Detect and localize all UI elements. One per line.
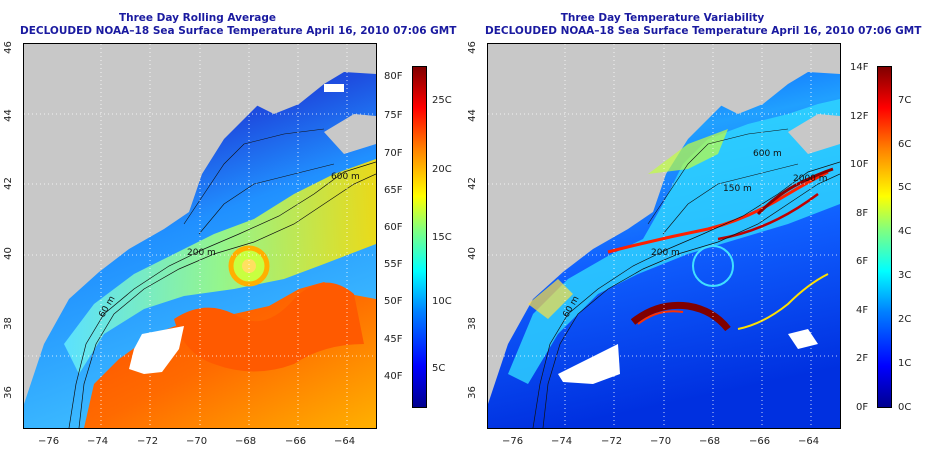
right-colorbar-f-label: 8F [856,208,869,219]
left-colorbar-f-label: 55F [384,259,403,270]
left-panel-title: Three Day Rolling Average [118,12,277,24]
left-colorbar-c-label: 10C [432,296,452,307]
right-colorbar-f-label: 4F [856,305,869,316]
right-contour-label-2000m: 2000 m [793,174,828,184]
left-y-tick: 40 [2,247,14,260]
left-y-tick: 36 [2,386,14,399]
left-y-tick: 42 [2,177,14,190]
left-x-tick: −70 [186,436,208,447]
right-x-tick: −70 [650,436,672,447]
left-x-tick: −68 [235,436,257,447]
left-contour-label-200m: 200 m [187,248,216,258]
right-variability-map[interactable]: 200 m 60 m 600 m 2000 m 150 m [487,43,841,429]
left-colorbar-f-label: 65F [384,185,403,196]
left-x-tick: −66 [285,436,307,447]
right-y-tick: 36 [466,386,478,399]
right-map-svg [488,44,840,428]
right-colorbar-f-label: 14F [850,62,869,73]
right-x-tick: −68 [699,436,721,447]
left-colorbar-f-label: 75F [384,110,403,121]
left-map-svg [24,44,376,428]
right-y-tick: 44 [466,109,478,122]
left-colorbar-f-label: 80F [384,71,403,82]
left-contour-label-600m: 600 m [331,172,360,182]
left-colorbar-c-label: 15C [432,232,452,243]
right-colorbar-f-label: 12F [850,111,869,122]
right-colorbar-c-label: 3C [898,270,912,281]
right-x-tick: −72 [601,436,623,447]
left-colorbar-c-label: 20C [432,164,452,175]
left-x-tick: −76 [38,436,60,447]
right-contour-label-600m: 600 m [753,149,782,159]
right-colorbar-c-label: 6C [898,139,912,150]
right-x-tick: −76 [502,436,524,447]
left-colorbar [412,66,427,408]
right-colorbar-f-label: 2F [856,353,869,364]
left-colorbar-c-label: 25C [432,95,452,106]
left-colorbar-f-label: 50F [384,296,403,307]
right-colorbar-c-label: 5C [898,182,912,193]
right-colorbar [877,66,892,408]
left-x-tick: −72 [137,436,159,447]
left-colorbar-f-label: 45F [384,334,403,345]
right-colorbar-c-label: 4C [898,226,912,237]
right-x-tick: −64 [798,436,820,447]
right-y-tick: 40 [466,247,478,260]
right-panel-subtitle: DECLOUDED NOAA–18 Sea Surface Temperatur… [485,25,922,37]
right-y-tick: 46 [466,41,478,54]
right-colorbar-f-label: 10F [850,159,869,170]
left-colorbar-c-label: 5C [432,363,446,374]
left-sst-map[interactable]: 200 m 60 m 600 m [23,43,377,429]
left-colorbar-f-label: 40F [384,371,403,382]
right-contour-label-200m: 200 m [651,248,680,258]
left-x-tick: −64 [334,436,356,447]
right-y-tick: 38 [466,317,478,330]
right-panel-title: Three Day Temperature Variability [560,12,765,24]
left-colorbar-f-label: 70F [384,148,403,159]
right-colorbar-c-label: 0C [898,402,912,413]
right-colorbar-c-label: 2C [898,314,912,325]
left-y-tick: 46 [2,41,14,54]
right-colorbar-f-label: 6F [856,256,869,267]
right-x-tick: −66 [749,436,771,447]
left-x-tick: −74 [87,436,109,447]
right-colorbar-c-label: 7C [898,95,912,106]
left-panel-subtitle: DECLOUDED NOAA–18 Sea Surface Temperatur… [20,25,457,37]
right-x-tick: −74 [551,436,573,447]
right-y-tick: 42 [466,177,478,190]
right-colorbar-c-label: 1C [898,358,912,369]
right-contour-label-150m: 150 m [723,184,752,194]
right-colorbar-f-label: 0F [856,402,869,413]
left-y-tick: 38 [2,317,14,330]
left-y-tick: 44 [2,109,14,122]
left-colorbar-f-label: 60F [384,222,403,233]
